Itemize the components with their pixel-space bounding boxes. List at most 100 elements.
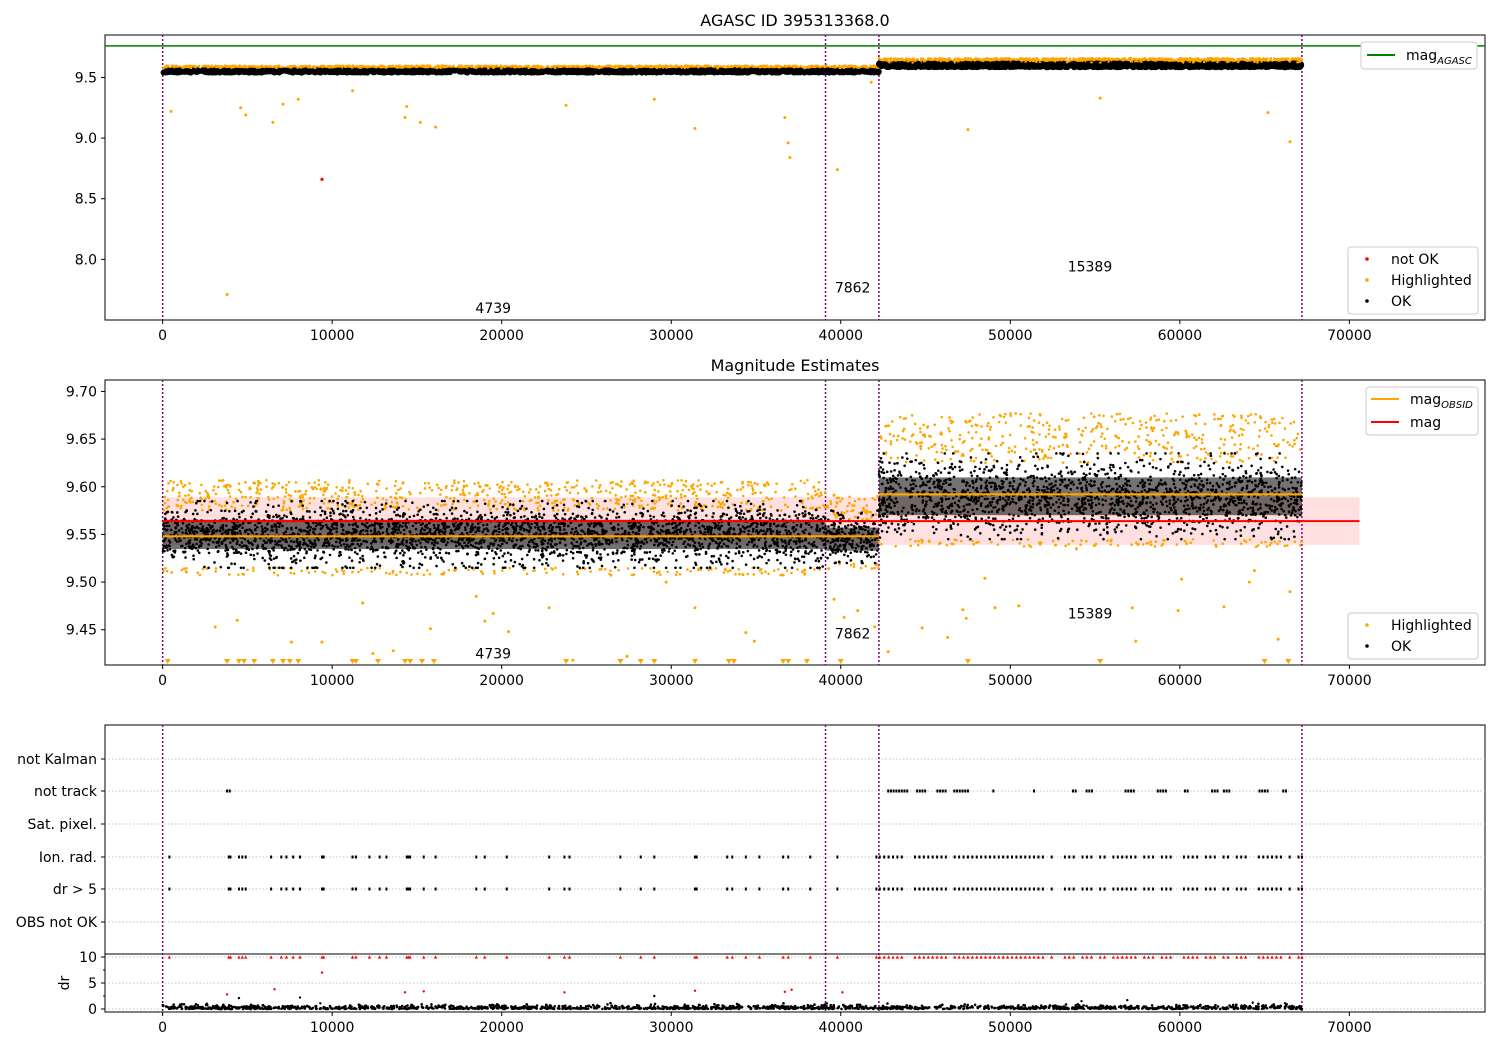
ok-point (586, 67, 593, 74)
highlighted-point (1031, 57, 1035, 61)
highlighted-point (1219, 57, 1223, 61)
highlighted-point (877, 57, 881, 60)
highlighted-point (531, 65, 534, 68)
highlighted-point (699, 65, 703, 68)
ok-point (485, 69, 492, 76)
ok-point (469, 67, 476, 74)
highlighted-point (231, 65, 235, 68)
ok-point (753, 68, 760, 75)
highlighted-point (1182, 57, 1186, 61)
highlighted-point (394, 64, 398, 68)
ok-point (854, 68, 861, 75)
highlighted-point (791, 64, 795, 68)
highlighted-point (614, 66, 617, 69)
highlighted-point (722, 64, 725, 68)
ok-point (734, 69, 741, 76)
highlighted-point (321, 65, 324, 69)
ok-point (869, 68, 876, 75)
ok-point (288, 69, 295, 76)
ok-point (646, 68, 653, 75)
ok-point (652, 68, 659, 75)
highlighted-point (735, 65, 739, 69)
highlighted-point (390, 65, 394, 68)
highlighted-point (193, 64, 197, 68)
panel1-frame (104, 34, 1486, 321)
ok-point (332, 67, 339, 74)
highlighted-point (338, 65, 342, 68)
highlighted-point (745, 65, 748, 69)
ok-point (827, 68, 834, 75)
ok-point (431, 68, 438, 75)
highlighted-point (484, 64, 487, 68)
ok-point (525, 69, 532, 76)
highlighted-point (260, 64, 264, 68)
highlighted-point (979, 58, 982, 62)
highlighted-point (821, 65, 824, 68)
highlighted-point (597, 64, 601, 68)
highlighted-point (755, 65, 758, 68)
highlighted-point (648, 64, 651, 68)
ok-point (809, 67, 816, 74)
highlighted-point (572, 65, 576, 68)
ok-point (535, 69, 542, 76)
highlighted-point (1232, 58, 1236, 61)
ok-point (772, 68, 779, 75)
ok-point (476, 67, 483, 74)
highlighted-point (408, 65, 412, 69)
ok-point (358, 68, 365, 75)
ok-point (273, 68, 280, 75)
highlighted-point (863, 65, 866, 69)
ok-point (345, 67, 352, 74)
highlighted-point (525, 64, 529, 68)
panel1-boundaries (161, 35, 1303, 320)
highlighted-point (428, 64, 432, 68)
highlighted-point (379, 65, 382, 69)
ok-point (397, 68, 404, 75)
highlighted-point (359, 66, 363, 70)
ok-point (490, 69, 497, 76)
highlighted-point (330, 65, 334, 68)
highlighted-point (356, 65, 360, 69)
ok-point (418, 67, 425, 74)
highlighted-point (771, 65, 775, 69)
highlighted-point (810, 64, 814, 68)
highlighted-point (384, 66, 388, 69)
highlighted-point (803, 66, 806, 70)
highlighted-point (1158, 57, 1161, 60)
ok-point (305, 68, 312, 75)
highlighted-point (873, 64, 877, 68)
highlighted-point (981, 59, 985, 62)
highlighted-point (552, 64, 556, 68)
highlighted-point (311, 65, 314, 69)
highlighted-point (1009, 58, 1013, 62)
highlighted-point (816, 64, 819, 68)
highlighted-point (725, 65, 728, 69)
highlighted-point (175, 65, 179, 69)
highlighted-point (433, 65, 437, 69)
highlighted-point (869, 64, 872, 68)
ok-point (238, 67, 245, 74)
highlighted-point (609, 64, 613, 68)
ok-point (267, 67, 274, 74)
highlighted-point (841, 65, 845, 69)
highlighted-point (468, 64, 471, 68)
highlighted-point (591, 65, 594, 68)
highlighted-point (546, 65, 549, 68)
highlighted-point (202, 64, 205, 68)
ok-point (840, 69, 847, 76)
highlighted-point (562, 64, 566, 68)
ok-point (372, 68, 379, 75)
ok-point (169, 67, 176, 74)
highlighted-point (1299, 57, 1303, 61)
highlighted-point (440, 65, 443, 69)
highlighted-point (828, 65, 832, 69)
ok-point (763, 68, 770, 75)
highlighted-point (825, 64, 829, 67)
ok-point (660, 68, 667, 75)
highlighted-point (630, 65, 634, 68)
highlighted-point (683, 66, 687, 70)
highlighted-point (500, 67, 503, 70)
ok-point (180, 68, 187, 75)
highlighted-point (856, 66, 859, 69)
ok-point (503, 68, 510, 75)
